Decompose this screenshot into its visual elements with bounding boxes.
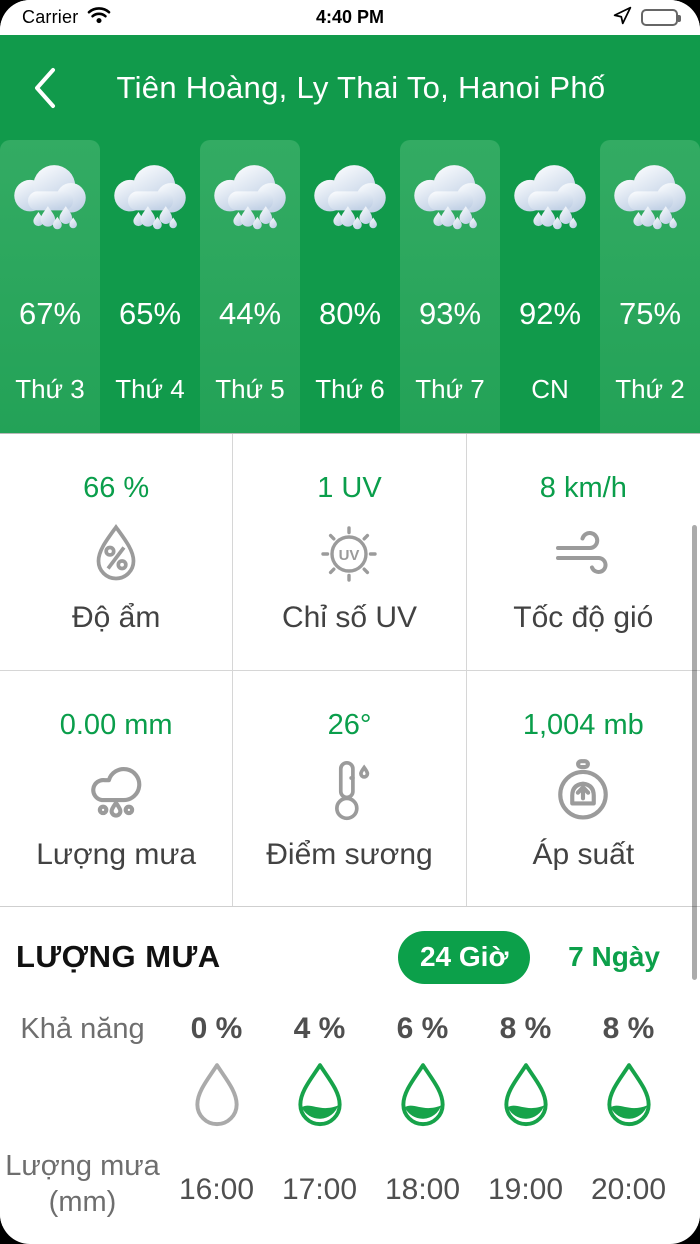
time-label: 16:00: [178, 1173, 255, 1206]
metric-dew-point: 26° Điểm sương: [233, 670, 467, 906]
tab-24-hours[interactable]: 24 Giờ: [398, 930, 531, 984]
probability-value: 8 %: [499, 1012, 552, 1045]
precip-percent: 92%: [518, 296, 582, 331]
time-label: 17:00: [281, 1173, 358, 1206]
metric-value: 66 %: [83, 472, 150, 505]
probability-value: 0 %: [190, 1012, 243, 1045]
metric-label: Áp suất: [532, 837, 635, 871]
rain-cloud-icon: [214, 165, 286, 230]
probability-row: Khả năng 0 % 4 % 6 % 8 % 8 %: [0, 1011, 700, 1047]
metric-label: Chỉ số UV: [281, 601, 418, 635]
precip-percent: 44%: [218, 296, 282, 331]
chevron-left-icon: [35, 67, 55, 108]
rain-cloud-icon: [14, 165, 86, 230]
rain-cloud-icon: [414, 165, 486, 230]
precip-percent: 93%: [418, 296, 482, 331]
battery-icon: [641, 9, 681, 26]
metric-label: Lượng mưa: [36, 837, 197, 871]
scrollbar[interactable]: [692, 525, 697, 980]
forecast-day-column[interactable]: 65% Thứ 4: [100, 140, 200, 433]
rain-cloud-icon: [114, 165, 186, 230]
probability-value: 6 %: [396, 1012, 449, 1045]
wind-icon: [550, 517, 616, 591]
day-label: Thứ 7: [415, 374, 485, 404]
day-label: Thứ 6: [315, 374, 385, 404]
day-label: Thứ 2: [615, 374, 685, 404]
forecast-day-column[interactable]: 92% CN: [500, 140, 600, 433]
back-button[interactable]: [18, 58, 70, 118]
rain-cloud-icon: [514, 165, 586, 230]
metric-value: 8 km/h: [539, 472, 627, 505]
droplet-empty-icon: [165, 1059, 268, 1140]
location-arrow-icon: [612, 5, 633, 31]
precip-percent: 65%: [118, 296, 182, 331]
rain-section: LƯỢNG MƯA 24 Giờ 7 Ngày Khả năng 0 % 4 %…: [0, 907, 700, 1226]
rainfall-icon: [82, 754, 150, 828]
amount-label: Lượng mưa (mm): [5, 1150, 160, 1218]
forecast-day-column[interactable]: 93% Thứ 7: [400, 140, 500, 433]
metric-wind-speed: 8 km/h Tốc độ gió: [466, 434, 700, 671]
rain-section-header: LƯỢNG MƯA 24 Giờ 7 Ngày: [0, 929, 700, 985]
metric-pressure: 1,004 mb Áp suất: [467, 671, 700, 907]
probability-value: 4 %: [293, 1012, 346, 1045]
precip-percent: 75%: [618, 296, 682, 331]
metric-value: 1,004 mb: [522, 708, 644, 741]
day-label: Thứ 3: [15, 374, 85, 404]
droplet-filled-icon: [474, 1059, 577, 1140]
forecast-day-column[interactable]: 67% Thứ 3: [0, 140, 100, 433]
day-label: CN: [531, 374, 569, 404]
metric-uv-index: 1 UV UV Chỉ số UV: [233, 434, 467, 671]
carrier-label: Carrier: [22, 7, 79, 27]
metric-value: 0.00 mm: [59, 708, 173, 741]
probability-label: Khả năng: [20, 1013, 145, 1045]
times-row: Lượng mưa (mm) 16:00 17:00 18:00 19:00 2…: [0, 1150, 700, 1226]
time-label: 19:00: [487, 1173, 564, 1206]
metric-label: Tốc độ gió: [513, 601, 654, 635]
precip-percent: 80%: [318, 296, 382, 331]
metric-rainfall: 0.00 mm Lượng mưa: [0, 670, 234, 906]
status-bar: Carrier 4:40 PM: [0, 0, 700, 35]
metric-value: 1 UV: [317, 472, 382, 505]
time-label: 20:00: [590, 1173, 667, 1206]
droplet-row: [0, 1059, 700, 1140]
daily-forecast-strip: 67% Thứ 3 65% Thứ 4 44% Thứ 5 80% Thứ 6 …: [0, 140, 700, 433]
wifi-icon: [87, 6, 111, 29]
forecast-day-column[interactable]: 44% Thứ 5: [200, 140, 300, 433]
day-label: Thứ 4: [115, 374, 185, 404]
metric-label: Độ ẩm: [71, 601, 161, 635]
status-time: 4:40 PM: [315, 7, 385, 27]
metric-value: 26°: [327, 708, 372, 741]
tab-7-days[interactable]: 7 Ngày: [568, 941, 660, 972]
svg-text:UV: UV: [339, 547, 360, 564]
forecast-day-column[interactable]: 75% Thứ 2: [600, 140, 700, 433]
droplet-filled-icon: [268, 1059, 371, 1140]
metric-label: Điểm sương: [266, 837, 433, 871]
weather-metrics-grid: 66 % Độ ẩm 1 UV UV: [0, 433, 700, 907]
metric-humidity: 66 % Độ ẩm: [0, 434, 234, 671]
rain-section-title: LƯỢNG MƯA: [16, 939, 221, 974]
humidity-icon: [88, 517, 144, 591]
droplet-filled-icon: [577, 1059, 680, 1140]
pressure-icon: [553, 754, 613, 828]
location-title: Tiên Hoàng, Ly Thai To, Hanoi Phố: [116, 69, 606, 105]
header: Tiên Hoàng, Ly Thai To, Hanoi Phố: [0, 35, 700, 140]
probability-value: 8 %: [602, 1012, 655, 1045]
forecast-day-column[interactable]: 80% Thứ 6: [300, 140, 400, 433]
rain-cloud-icon: [314, 165, 386, 230]
rain-cloud-icon: [614, 165, 686, 230]
uv-index-icon: UV: [317, 517, 381, 591]
day-label: Thứ 5: [215, 374, 285, 404]
dew-point-icon: [323, 754, 375, 828]
precip-percent: 67%: [18, 296, 82, 331]
time-label: 18:00: [384, 1173, 461, 1206]
droplet-filled-icon: [371, 1059, 474, 1140]
